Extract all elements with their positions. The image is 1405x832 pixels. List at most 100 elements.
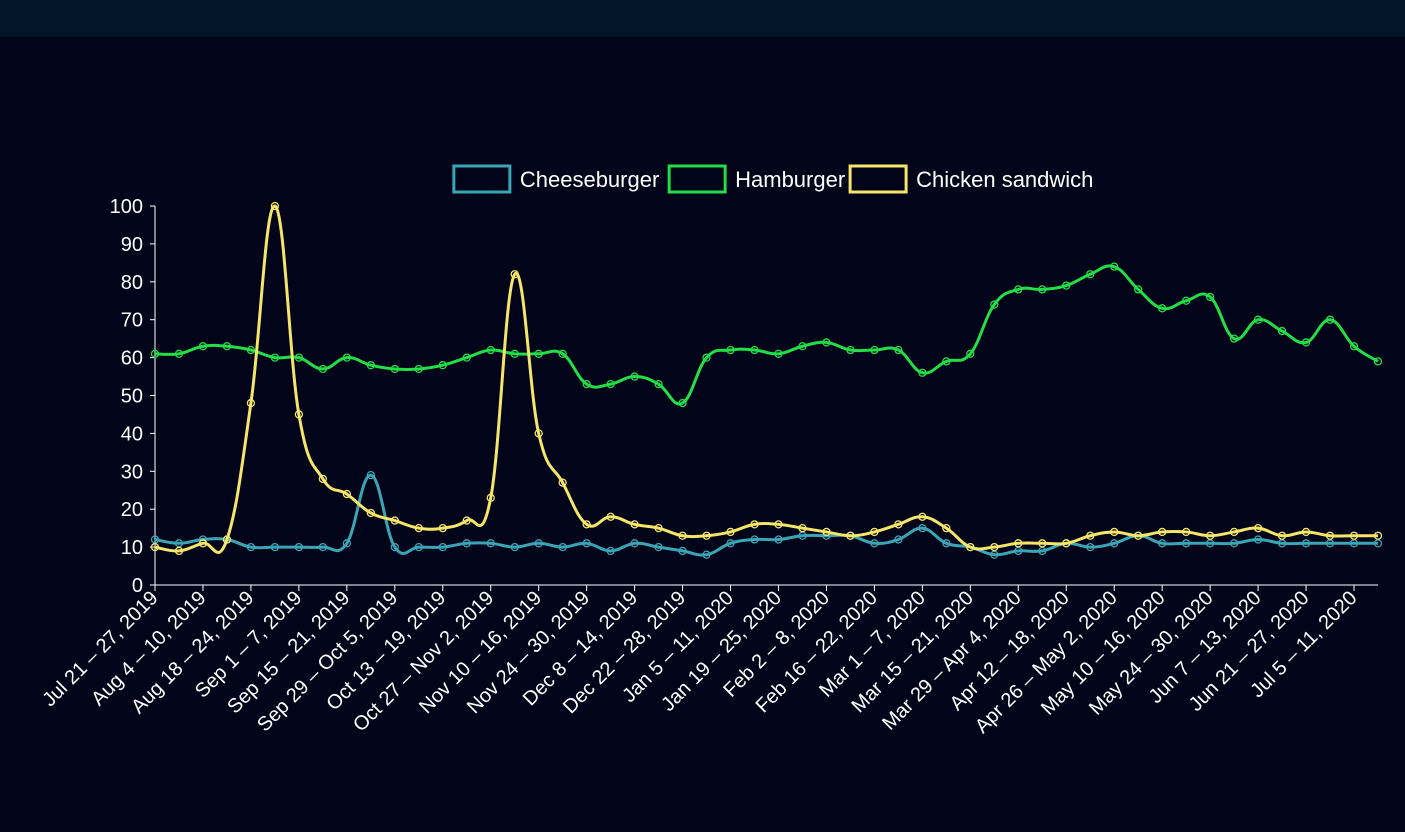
data-point[interactable] bbox=[1373, 531, 1383, 540]
data-point[interactable] bbox=[1253, 524, 1263, 533]
data-point[interactable] bbox=[414, 542, 423, 552]
data-point[interactable] bbox=[1182, 527, 1191, 537]
data-point[interactable] bbox=[390, 516, 399, 525]
data-point[interactable] bbox=[1229, 334, 1239, 343]
data-point[interactable] bbox=[750, 520, 759, 529]
data-point[interactable] bbox=[1253, 535, 1263, 544]
data-point[interactable] bbox=[1134, 285, 1143, 294]
data-point[interactable] bbox=[990, 300, 999, 309]
data-point[interactable] bbox=[942, 539, 951, 548]
data-point[interactable] bbox=[318, 474, 328, 484]
data-point[interactable] bbox=[462, 353, 471, 362]
data-point[interactable] bbox=[1086, 542, 1095, 552]
data-point[interactable] bbox=[918, 512, 927, 521]
data-point[interactable] bbox=[486, 345, 495, 355]
data-point[interactable] bbox=[366, 361, 375, 370]
data-point[interactable] bbox=[678, 531, 687, 540]
data-point[interactable] bbox=[654, 379, 663, 389]
data-point[interactable] bbox=[1277, 531, 1287, 540]
data-point[interactable] bbox=[270, 201, 280, 211]
data-point[interactable] bbox=[510, 270, 519, 279]
data-point[interactable] bbox=[486, 493, 495, 502]
data-point[interactable] bbox=[1182, 539, 1191, 548]
data-point[interactable] bbox=[270, 542, 280, 552]
data-point[interactable] bbox=[630, 539, 639, 548]
data-point[interactable] bbox=[822, 338, 831, 347]
data-point[interactable] bbox=[1014, 539, 1023, 548]
data-point[interactable] bbox=[342, 353, 351, 362]
data-point[interactable] bbox=[1062, 281, 1071, 290]
data-point[interactable] bbox=[390, 542, 399, 552]
data-point[interactable] bbox=[510, 542, 519, 552]
data-point[interactable] bbox=[462, 516, 471, 525]
data-point[interactable] bbox=[294, 353, 304, 362]
legend-item[interactable]: Cheeseburger bbox=[452, 164, 659, 194]
data-point[interactable] bbox=[846, 345, 855, 355]
data-point[interactable] bbox=[726, 345, 735, 355]
data-point[interactable] bbox=[942, 524, 951, 533]
data-point[interactable] bbox=[774, 349, 783, 358]
data-point[interactable] bbox=[798, 342, 807, 351]
data-point[interactable] bbox=[390, 364, 399, 374]
data-point[interactable] bbox=[222, 342, 232, 351]
data-point[interactable] bbox=[318, 542, 328, 552]
data-point[interactable] bbox=[870, 539, 879, 548]
data-point[interactable] bbox=[606, 379, 615, 389]
data-point[interactable] bbox=[1158, 527, 1167, 537]
data-point[interactable] bbox=[774, 535, 783, 544]
data-point[interactable] bbox=[798, 524, 807, 533]
data-point[interactable] bbox=[486, 539, 495, 548]
data-point[interactable] bbox=[630, 520, 639, 529]
data-point[interactable] bbox=[966, 542, 975, 552]
data-point[interactable] bbox=[270, 353, 280, 362]
data-point[interactable] bbox=[510, 349, 519, 358]
data-point[interactable] bbox=[966, 349, 975, 358]
data-point[interactable] bbox=[342, 539, 351, 548]
data-point[interactable] bbox=[246, 398, 256, 408]
data-point[interactable] bbox=[198, 539, 208, 548]
data-point[interactable] bbox=[1205, 531, 1215, 540]
data-point[interactable] bbox=[726, 527, 735, 537]
data-point[interactable] bbox=[750, 345, 759, 355]
data-point[interactable] bbox=[1229, 539, 1239, 548]
data-point[interactable] bbox=[150, 349, 160, 358]
data-point[interactable] bbox=[534, 429, 543, 438]
data-point[interactable] bbox=[1062, 539, 1071, 548]
data-point[interactable] bbox=[918, 368, 927, 377]
data-point[interactable] bbox=[294, 542, 304, 552]
data-point[interactable] bbox=[846, 531, 855, 540]
data-point[interactable] bbox=[654, 524, 663, 533]
data-point[interactable] bbox=[1110, 539, 1119, 548]
data-point[interactable] bbox=[702, 353, 711, 362]
data-point[interactable] bbox=[1158, 304, 1167, 313]
data-point[interactable] bbox=[1373, 357, 1383, 366]
data-point[interactable] bbox=[582, 379, 591, 389]
data-point[interactable] bbox=[630, 372, 639, 381]
data-point[interactable] bbox=[558, 542, 567, 552]
data-point[interactable] bbox=[1301, 338, 1311, 347]
data-point[interactable] bbox=[774, 520, 783, 529]
data-point[interactable] bbox=[702, 550, 711, 559]
data-point[interactable] bbox=[438, 524, 447, 533]
data-point[interactable] bbox=[558, 349, 567, 358]
data-point[interactable] bbox=[174, 349, 184, 358]
legend-item[interactable]: Chicken sandwich bbox=[848, 164, 1093, 194]
data-point[interactable] bbox=[438, 361, 447, 370]
data-point[interactable] bbox=[438, 542, 447, 552]
data-point[interactable] bbox=[582, 520, 591, 529]
data-point[interactable] bbox=[246, 345, 256, 355]
data-point[interactable] bbox=[654, 542, 663, 552]
data-point[interactable] bbox=[1205, 292, 1215, 302]
data-point[interactable] bbox=[1349, 342, 1359, 351]
data-point[interactable] bbox=[414, 524, 423, 533]
data-point[interactable] bbox=[1325, 315, 1335, 324]
data-point[interactable] bbox=[678, 546, 687, 556]
data-point[interactable] bbox=[1277, 326, 1287, 336]
data-point[interactable] bbox=[366, 508, 375, 518]
data-point[interactable] bbox=[918, 524, 927, 533]
data-point[interactable] bbox=[534, 349, 543, 358]
data-point[interactable] bbox=[1134, 531, 1143, 540]
data-point[interactable] bbox=[606, 546, 615, 556]
data-point[interactable] bbox=[1086, 270, 1095, 279]
data-point[interactable] bbox=[894, 535, 903, 544]
